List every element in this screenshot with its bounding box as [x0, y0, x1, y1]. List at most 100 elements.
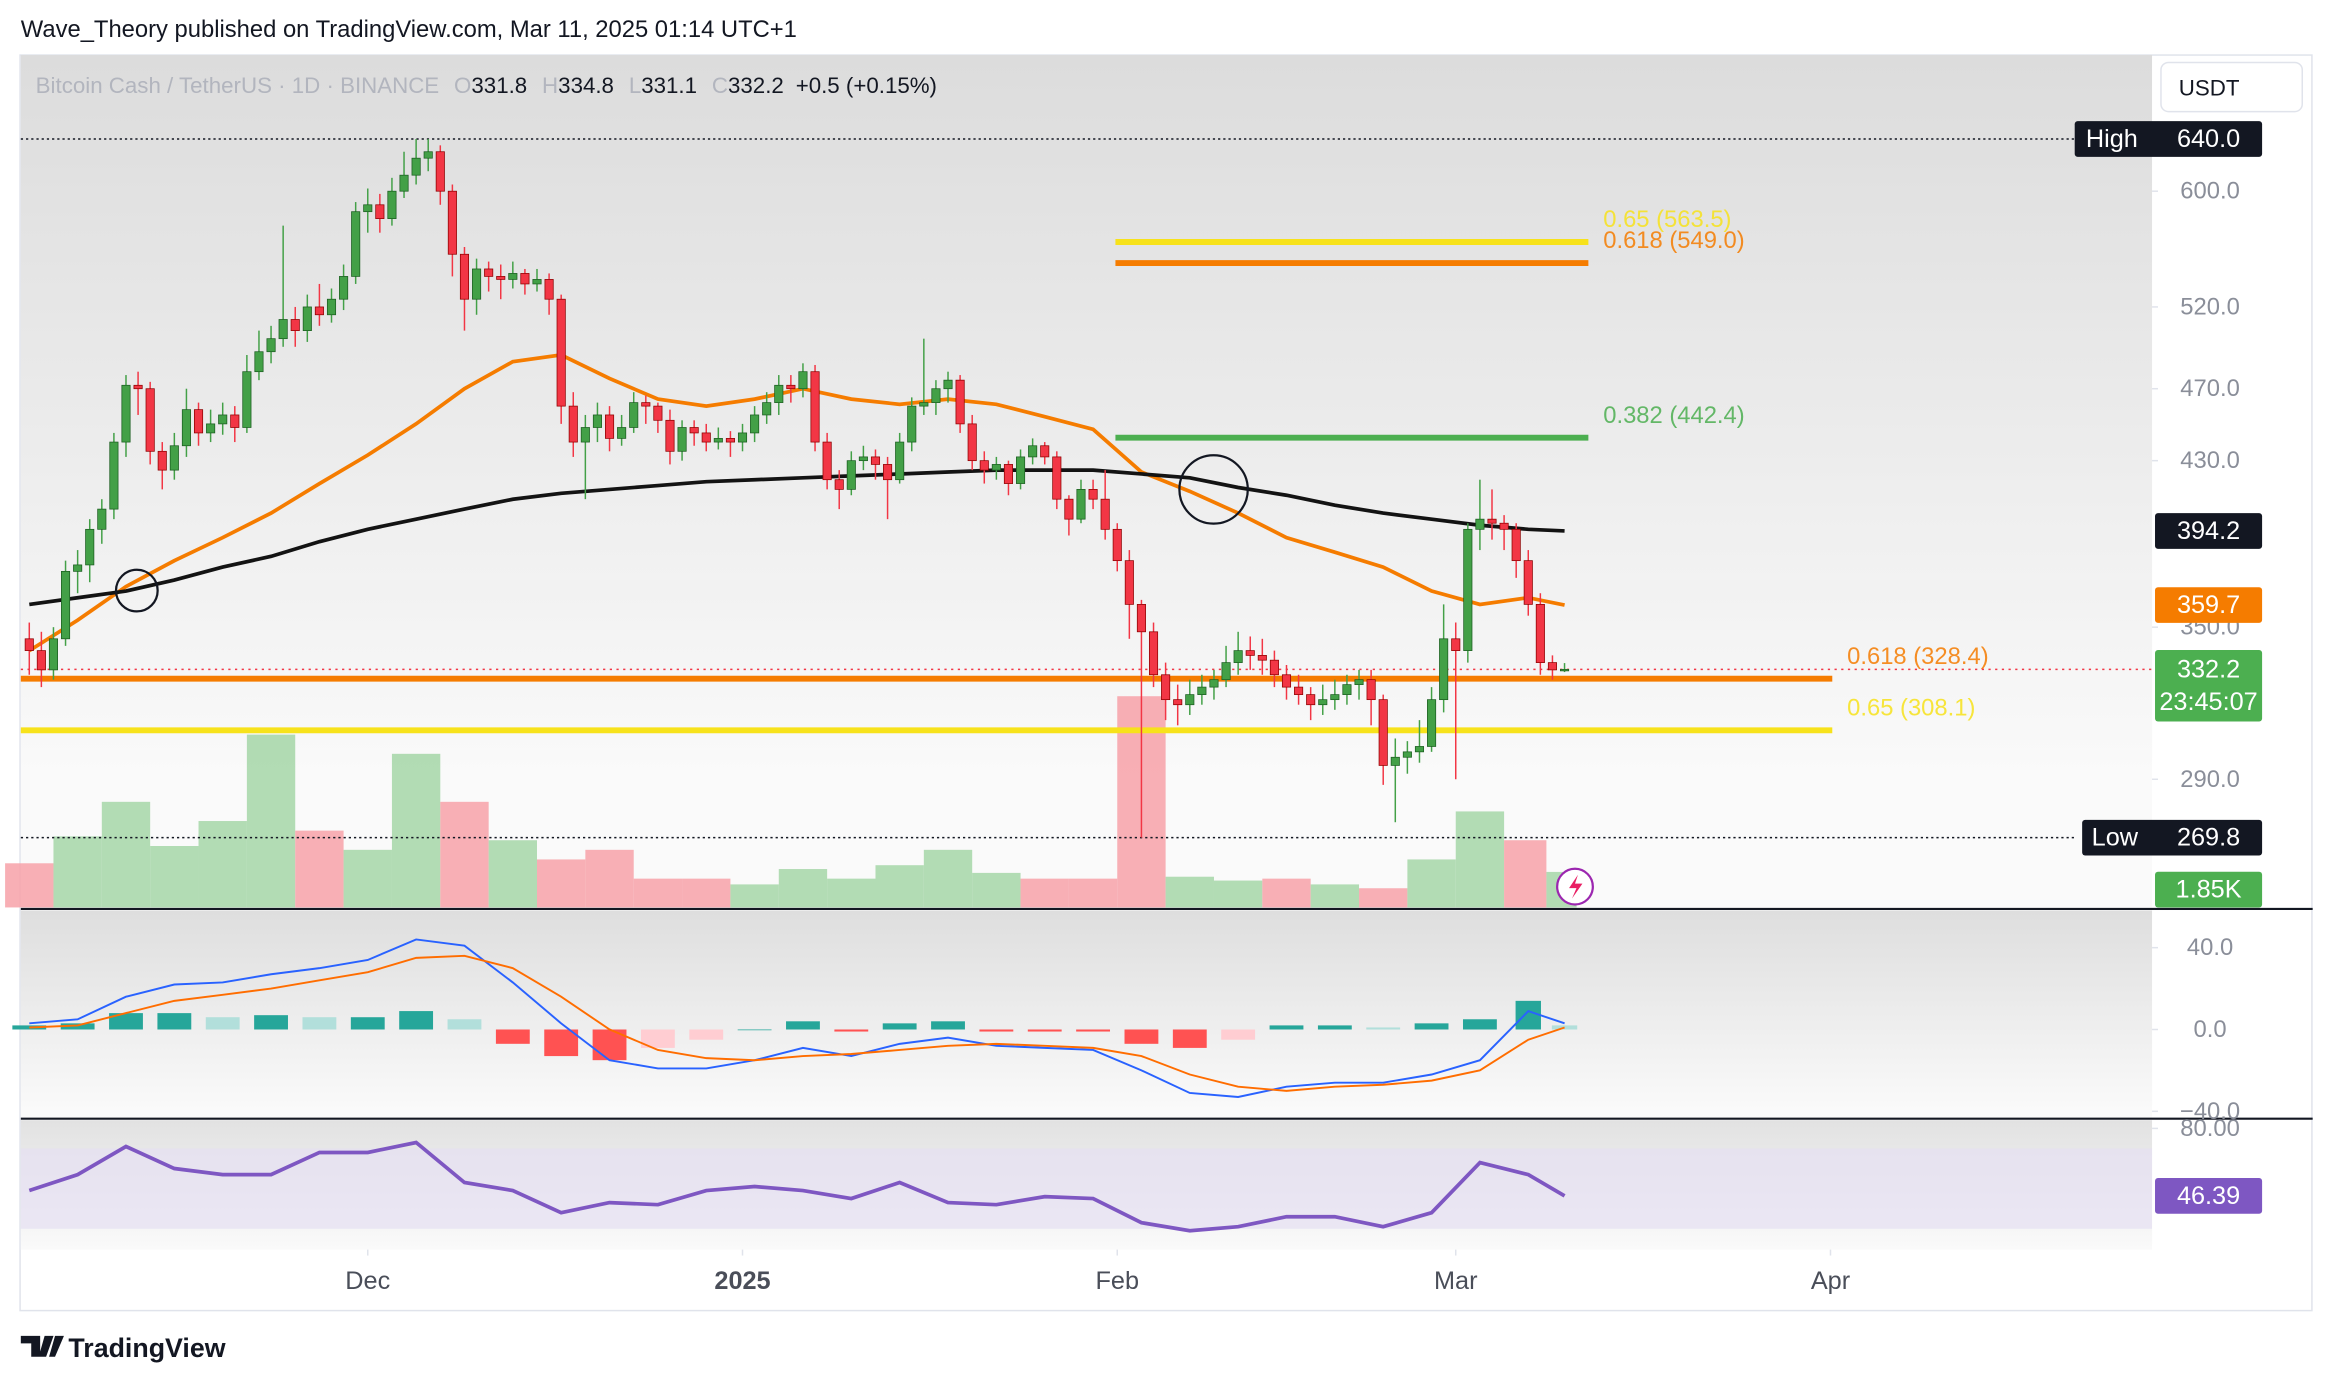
candle-body	[181, 409, 191, 447]
volume-bar	[1262, 878, 1311, 908]
candle-body	[931, 388, 941, 403]
candle-body	[447, 190, 457, 255]
candle-body	[1028, 445, 1038, 458]
candle-body	[1378, 699, 1388, 766]
candle-body	[544, 279, 554, 300]
volume-bar	[343, 849, 392, 908]
candle-body	[73, 564, 83, 572]
fib-label: 0.65 (563.5)	[1603, 206, 1731, 233]
volume-bar	[972, 872, 1021, 908]
candle-body	[1088, 489, 1098, 500]
candle-body	[822, 441, 832, 481]
candle-body	[1402, 751, 1412, 758]
candle-body	[1003, 464, 1013, 484]
ohlc-key: O	[454, 72, 471, 97]
candle-body	[786, 384, 796, 390]
volume-bar	[198, 821, 247, 908]
macd-histogram-bar	[1515, 1000, 1541, 1030]
price-pane	[20, 55, 2153, 908]
fib-label: 0.65 (308.1)	[1847, 694, 1975, 721]
volume-bar	[1310, 884, 1360, 908]
candle-body	[302, 306, 312, 331]
volume-bar	[537, 859, 586, 908]
y-tick-label: 600.0	[2180, 178, 2240, 205]
candle-body	[629, 402, 639, 428]
volume-bar	[101, 801, 151, 908]
candle-body	[1209, 679, 1219, 688]
candle-body	[1052, 456, 1062, 500]
candle-body	[955, 379, 965, 425]
alert-bolt	[1569, 874, 1583, 899]
macd-histogram-bar	[1027, 1029, 1062, 1032]
candle-body	[979, 460, 989, 471]
macd-histogram-bar	[1076, 1029, 1111, 1032]
volume-label: 1.85K	[2176, 876, 2242, 904]
macd-histogram-bar	[640, 1029, 675, 1048]
candle-body	[1040, 445, 1050, 458]
candle-body	[737, 432, 748, 443]
candle-body	[1233, 650, 1243, 663]
x-tick-label: Apr	[1811, 1267, 1850, 1295]
rsi-tick-label: 80.00	[2180, 1115, 2240, 1142]
volume-label-box	[2155, 871, 2263, 908]
macd-histogram-bar	[1221, 1029, 1256, 1040]
macd-histogram-bar	[979, 1029, 1014, 1032]
currency-button[interactable]	[2160, 61, 2303, 113]
candle-body	[1342, 684, 1352, 695]
ohlc-value: 331.1	[641, 72, 697, 97]
macd-histogram-bar	[205, 1017, 240, 1030]
candle-body	[568, 405, 578, 443]
fib-layer: 0.65 (563.5)0.618 (549.0) 0.382 (442.4) 0.…	[20, 138, 2153, 839]
candle-body	[641, 402, 651, 407]
candle-body	[1523, 560, 1533, 605]
candle-body	[48, 638, 58, 671]
macd-histogram-bar	[1269, 1025, 1304, 1030]
candle-body	[653, 405, 663, 421]
candle-body	[1306, 694, 1316, 706]
macd-line	[29, 938, 1565, 1098]
macd-histogram-bar	[544, 1029, 579, 1057]
candle-body	[230, 414, 240, 428]
candle-body	[1124, 560, 1134, 605]
volume-bar	[295, 830, 344, 908]
candle-body	[1185, 694, 1195, 706]
candle-body	[1100, 498, 1110, 530]
brand-logo	[20, 1335, 64, 1357]
macd-histogram-bar	[157, 1013, 192, 1030]
candle-body	[326, 298, 337, 316]
macd-tick-label: 40.0	[2187, 934, 2233, 961]
candle-body	[665, 419, 675, 452]
candle-body	[133, 384, 143, 390]
signal-line	[29, 954, 1565, 1092]
volume-bar	[730, 884, 779, 908]
macd-histogram-bar	[689, 1029, 724, 1040]
candle-body	[991, 464, 1001, 471]
candle-body	[1511, 528, 1521, 562]
macd-histogram-bar	[399, 1011, 434, 1030]
candle-body	[423, 151, 433, 159]
symbol-title: Bitcoin Cash / TetherUS · 1D · BINANCE	[36, 72, 439, 97]
candle-body	[605, 414, 615, 439]
macd-tick-label: −40.0	[2180, 1098, 2240, 1125]
macd-histogram-bar	[109, 1013, 143, 1030]
candle-body	[85, 528, 95, 566]
volume-bar	[827, 878, 876, 908]
candle-body	[1294, 686, 1304, 695]
candle-body	[1390, 756, 1400, 766]
candle-body	[919, 402, 929, 407]
candle-body	[36, 650, 46, 671]
y-tick-label: 470.0	[2180, 375, 2240, 402]
macd-histogram-bar	[1366, 1027, 1401, 1030]
volume-bar	[633, 878, 683, 908]
volume-bar	[1504, 840, 1547, 908]
candle-body	[363, 204, 373, 213]
candle-body	[883, 464, 893, 481]
ma-value-label-box	[2155, 513, 2263, 549]
candle-body	[266, 338, 276, 353]
macd-histogram-bar	[495, 1029, 530, 1044]
macd-histogram-bar	[12, 1025, 47, 1030]
rsi-line	[28, 1140, 1566, 1233]
candle-body	[810, 371, 820, 443]
candle-body	[701, 432, 711, 443]
macd-histogram-bar	[1317, 1025, 1352, 1030]
